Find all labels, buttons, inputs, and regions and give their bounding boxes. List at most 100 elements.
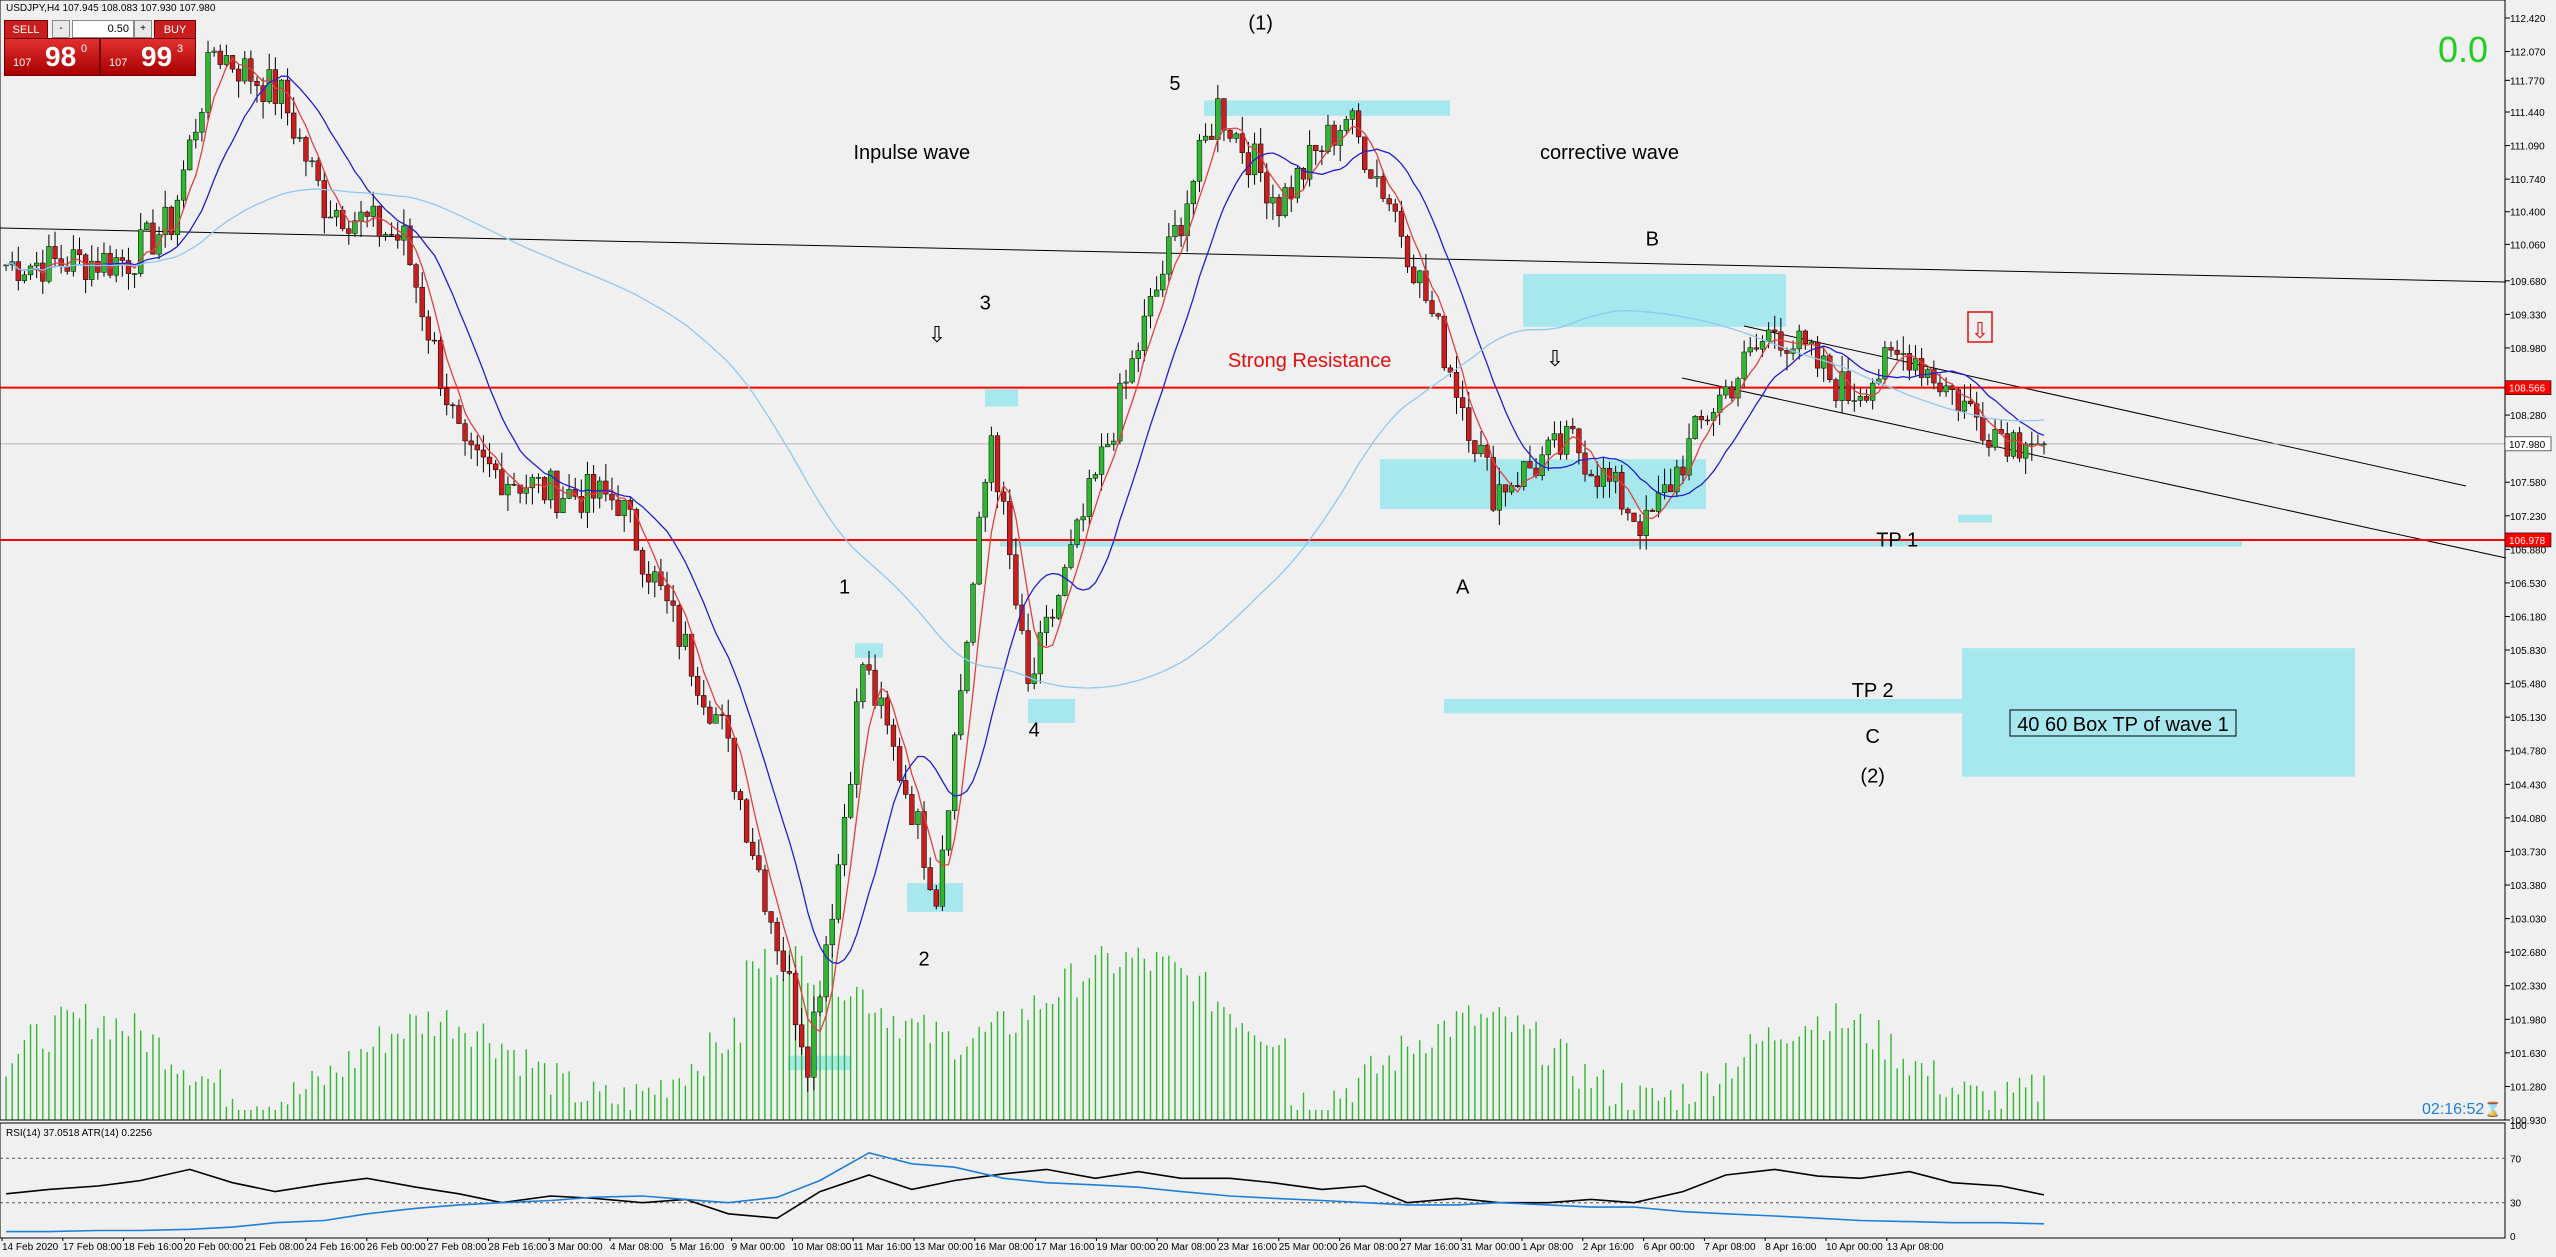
candle-body [1717, 394, 1723, 413]
candle-body [584, 474, 591, 513]
candle-body [554, 470, 560, 514]
lot-increase-button[interactable]: + [134, 20, 152, 38]
candle-body [1037, 632, 1043, 675]
sell-signal-frame [1967, 311, 1993, 343]
wave-label: Strong Resistance [1228, 350, 1391, 372]
price-tick-label: 107.230 [2510, 512, 2547, 523]
price-tick-label: 100.930 [2510, 1116, 2547, 1127]
candle-body [1368, 169, 1374, 179]
price-tag-label: 107.980 [2509, 440, 2546, 451]
candle-body [1215, 98, 1221, 140]
candle-body [774, 921, 780, 952]
candle-body [1080, 516, 1086, 521]
candle-body [952, 734, 958, 811]
channel-bottom-line [1681, 377, 2507, 559]
candle-body [413, 264, 419, 288]
candle-body [1135, 350, 1141, 359]
candle-body [1986, 440, 1992, 448]
price-tick-label: 102.680 [2510, 948, 2547, 959]
candle-body [1276, 197, 1282, 217]
candle-body [1117, 382, 1123, 442]
candle-body [1362, 136, 1368, 170]
lot-decrease-button[interactable]: - [52, 20, 70, 38]
long-ma-line [5, 188, 2045, 689]
candle-body [1784, 349, 1790, 354]
candle-body [1594, 475, 1600, 487]
candle-body [1153, 289, 1160, 297]
time-tick-label: 10 Apr 00:00 [1826, 1242, 1883, 1253]
candle-body [1300, 167, 1307, 180]
rsi-title: RSI(14) 37.0518 ATR(14) 0.2256 [6, 1128, 152, 1139]
price-tick-label: 103.730 [2510, 847, 2547, 858]
price-tick-label: 108.980 [2510, 344, 2547, 355]
candle-body [1258, 143, 1264, 174]
candle-body [927, 867, 933, 890]
candle-body [1270, 197, 1276, 204]
target-zone [1523, 274, 1786, 327]
wave-label: (1) [1248, 13, 1272, 35]
candle-body [309, 160, 315, 163]
trendline [0, 227, 2507, 283]
time-tick-label: 23 Mar 16:00 [1218, 1242, 1277, 1253]
volume-layer [5, 946, 2045, 1120]
candle-body [903, 780, 909, 795]
candle-body [1527, 461, 1533, 469]
candle-body [1172, 225, 1178, 238]
candle-body [799, 1024, 805, 1048]
one-click-trading-panel: SELL - 0.50 + BUY 107 98 0 107 99 3 [4, 18, 196, 76]
atr-line [6, 1151, 2045, 1233]
candle-body [1888, 347, 1894, 351]
candle-body [1227, 129, 1233, 139]
candle-body [541, 477, 548, 501]
candle-body [499, 469, 505, 496]
candle-body [694, 675, 701, 696]
candle-body [1098, 446, 1105, 475]
sell-price-button[interactable]: 107 98 0 [4, 38, 100, 76]
time-tick-label: 6 Apr 00:00 [1644, 1242, 1696, 1253]
candle-body [1502, 484, 1509, 493]
candle-body [1521, 461, 1527, 487]
sell-button[interactable]: SELL [4, 20, 48, 40]
price-tick-label: 110.060 [2510, 240, 2546, 251]
candle-body [639, 550, 646, 575]
rsi-tick-label: 100 [2510, 1121, 2527, 1132]
candle-body [958, 690, 964, 736]
price-tick-label: 104.080 [2510, 814, 2547, 825]
candle-body [1496, 484, 1502, 511]
time-tick-label: 20 Feb 00:00 [184, 1242, 243, 1253]
candle-body [1704, 419, 1711, 422]
candle-body [1943, 385, 1949, 393]
price-tag-label: 108.566 [2509, 384, 2546, 395]
time-tick-label: 24 Feb 16:00 [306, 1242, 365, 1253]
wave-label: 2 [918, 949, 929, 971]
price-tick-label: 112.420 [2510, 14, 2546, 25]
candle-body [272, 69, 278, 104]
lot-size-input[interactable]: 0.50 [72, 20, 134, 38]
time-tick-label: 8 Apr 16:00 [1765, 1242, 1817, 1253]
candle-body [1912, 358, 1919, 371]
candle-body [1741, 351, 1747, 379]
sell-price-prefix: 107 [13, 57, 32, 69]
candle-body [1600, 467, 1607, 487]
time-tick-label: 18 Feb 16:00 [124, 1242, 183, 1253]
buy-button[interactable]: BUY [154, 20, 196, 40]
price-tick-label: 102.330 [2510, 982, 2547, 993]
candle-body [1472, 440, 1478, 455]
candle-body [352, 220, 358, 234]
time-tick-label: 9 Mar 00:00 [732, 1242, 786, 1253]
candle-body [1490, 457, 1496, 511]
candle-body [664, 585, 670, 602]
candle-body [1337, 130, 1343, 146]
candle-body [1147, 296, 1154, 317]
candle-body [493, 463, 499, 471]
candle-body [260, 85, 266, 102]
candle-body [1894, 349, 1900, 355]
corner-value: 0.0 [2438, 29, 2488, 70]
buy-price-button[interactable]: 107 99 3 [100, 38, 196, 76]
candle-body [909, 794, 915, 825]
candle-body [1900, 353, 1906, 355]
candle-body [474, 444, 480, 451]
candle-body [395, 234, 401, 241]
candle-body [1680, 466, 1686, 476]
